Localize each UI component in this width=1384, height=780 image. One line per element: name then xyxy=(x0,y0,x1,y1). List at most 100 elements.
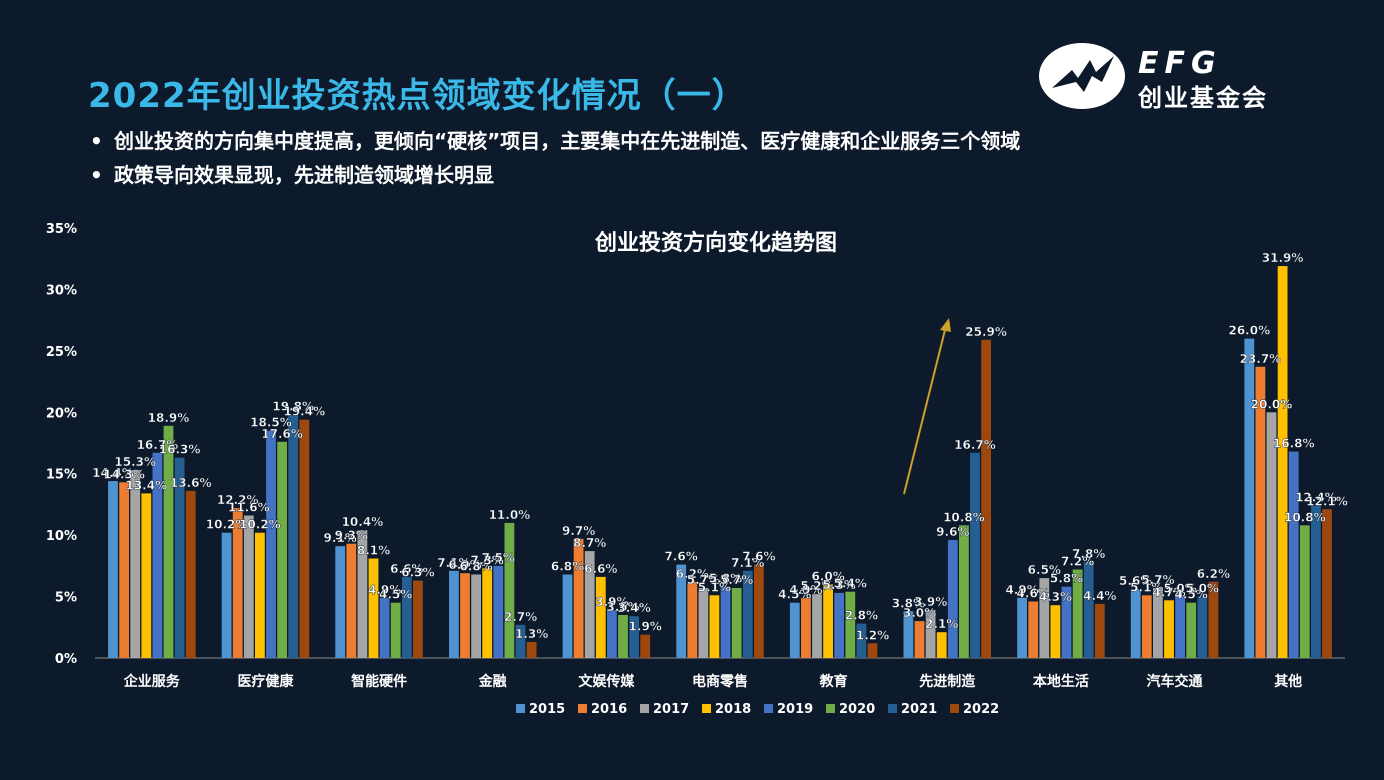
legend-label: 2021 xyxy=(901,702,937,717)
data-label: 5.2% xyxy=(800,579,833,593)
data-label: 10.4% xyxy=(342,515,384,529)
legend-swatch-2019 xyxy=(764,704,773,713)
bar-2017 xyxy=(1039,578,1050,658)
data-label: 16.7% xyxy=(137,438,179,452)
data-label: 6.3% xyxy=(401,566,434,580)
data-label: 9.1% xyxy=(324,531,357,545)
legend-label: 2017 xyxy=(653,702,689,717)
data-label: 16.3% xyxy=(159,443,201,457)
data-label: 4.9% xyxy=(368,583,401,597)
data-label: 1.3% xyxy=(515,627,548,641)
data-label: 18.9% xyxy=(148,411,190,425)
data-label: 8.7% xyxy=(573,536,606,550)
bar-2022 xyxy=(867,643,878,658)
data-label: 12.1% xyxy=(1306,494,1348,508)
data-label: 6.5% xyxy=(1028,563,1061,577)
bar-2015 xyxy=(221,532,232,658)
data-label: 15.3% xyxy=(114,455,156,469)
bar-2019 xyxy=(152,452,163,658)
legend-swatch-2020 xyxy=(826,704,835,713)
bar-2018 xyxy=(709,595,720,658)
data-label: 14.3% xyxy=(103,467,145,481)
data-label: 10.8% xyxy=(943,510,985,524)
x-tick-label: 文娱传媒 xyxy=(578,673,635,690)
legend-swatch-2021 xyxy=(888,704,897,713)
legend-label: 2020 xyxy=(839,702,875,717)
data-label: 3.5% xyxy=(606,600,639,614)
bar-2017 xyxy=(357,530,368,658)
bar-2019 xyxy=(266,430,276,658)
data-label: 4.6% xyxy=(1017,587,1050,601)
bar-2016 xyxy=(119,482,129,658)
bar-2017 xyxy=(584,551,595,658)
bar-2019 xyxy=(607,610,617,658)
data-label: 4.4% xyxy=(1083,589,1116,603)
bar-2019 xyxy=(947,540,958,658)
bar-2018 xyxy=(1164,600,1174,658)
bar-2020 xyxy=(163,425,174,658)
y-tick-label: 30% xyxy=(46,283,77,298)
data-label: 4.5% xyxy=(1175,588,1208,602)
bar-2021 xyxy=(1311,505,1321,658)
x-tick-label: 教育 xyxy=(820,673,848,690)
y-tick-label: 15% xyxy=(46,468,77,483)
data-label: 9.6% xyxy=(936,525,969,539)
x-tick-label: 企业服务 xyxy=(123,673,181,690)
legend-swatch-2016 xyxy=(578,704,587,713)
logo-text: EFG xyxy=(1138,46,1222,81)
bar-2016 xyxy=(460,573,470,658)
x-tick-label: 医疗健康 xyxy=(238,673,295,690)
bar-2022 xyxy=(1094,603,1105,658)
data-label: 19.8% xyxy=(272,400,314,414)
bar-2022 xyxy=(640,634,651,658)
data-label: 6.2% xyxy=(676,567,709,581)
legend-swatch-2022 xyxy=(950,704,959,713)
data-label: 31.9% xyxy=(1262,251,1304,265)
data-label: 6.8% xyxy=(551,560,584,574)
data-label: 3.9% xyxy=(914,595,947,609)
y-tick-label: 35% xyxy=(46,222,77,237)
bar-2021 xyxy=(174,457,185,658)
bullet-marker: • xyxy=(90,129,103,153)
bar-2016 xyxy=(687,581,698,658)
data-label: 7.1% xyxy=(731,556,764,570)
bar-2022 xyxy=(1322,509,1332,658)
data-label: 7.6% xyxy=(742,550,775,564)
bar-2016 xyxy=(914,621,925,658)
bar-2022 xyxy=(1208,581,1219,658)
data-label: 5.4% xyxy=(834,577,867,591)
data-label: 5.8% xyxy=(709,572,742,586)
data-label: 26.0% xyxy=(1228,324,1270,338)
chart-title: 创业投资方向变化趋势图 xyxy=(594,230,837,256)
bar-2017 xyxy=(1266,412,1277,658)
data-label: 11.0% xyxy=(489,508,531,522)
legend-label: 2016 xyxy=(591,702,627,717)
bar-2017 xyxy=(1153,588,1163,658)
page-title: 2022年创业投资热点领域变化情况（一） xyxy=(88,76,747,116)
data-label: 5.7% xyxy=(1141,573,1174,587)
legend-swatch-2018 xyxy=(702,704,711,713)
x-tick-label: 其他 xyxy=(1274,673,1302,690)
bar-2022 xyxy=(526,642,537,658)
bar-2020 xyxy=(1299,525,1310,658)
bar-2018 xyxy=(936,632,947,658)
bar-2018 xyxy=(255,532,265,658)
data-label: 4.9% xyxy=(789,583,822,597)
bullet-marker: • xyxy=(90,163,103,187)
bar-2019 xyxy=(379,597,390,658)
bullet-list: • 创业投资的方向集中度提高，更倾向“硬核”项目，主要集中在先进制造、医疗健康和企… xyxy=(90,126,1020,194)
bar-2017 xyxy=(698,588,709,658)
logo-subtitle: 创业基金会 xyxy=(1138,84,1268,112)
bar-2016 xyxy=(801,597,811,658)
bar-2021 xyxy=(515,624,526,658)
data-label: 6.6% xyxy=(584,562,617,576)
bar-2022 xyxy=(981,339,991,658)
bar-2021 xyxy=(401,576,412,658)
data-label: 25.9% xyxy=(965,325,1007,339)
y-tick-label: 5% xyxy=(55,591,77,606)
data-label: 6.9% xyxy=(448,558,481,572)
data-label: 2.8% xyxy=(845,609,878,623)
bar-2017 xyxy=(243,515,254,658)
legend-swatch-2017 xyxy=(640,704,649,713)
